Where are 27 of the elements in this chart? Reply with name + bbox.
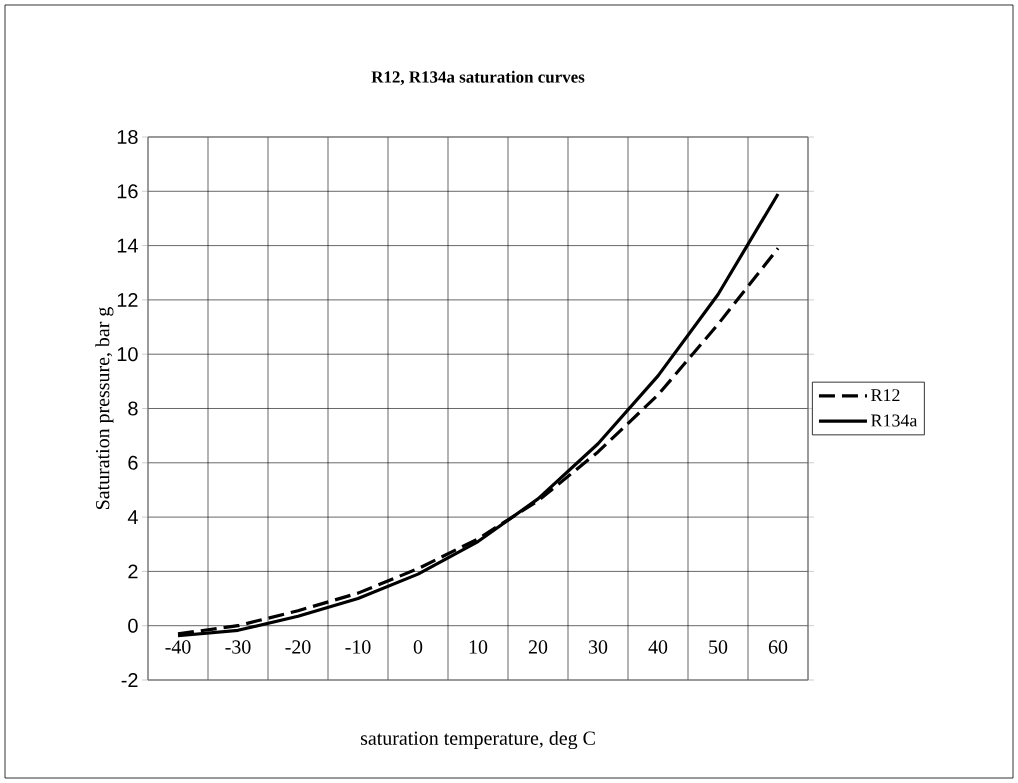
- x-tick-label: -40: [165, 640, 191, 654]
- y-tick-label: 14: [117, 238, 138, 253]
- y-tick-label: -2: [121, 673, 138, 687]
- x-tick-label: 40: [648, 640, 668, 654]
- x-tick-label: -30: [225, 640, 251, 654]
- x-tick-label: 0: [413, 640, 423, 654]
- x-tick-label: 30: [589, 640, 608, 654]
- x-tick-label: -10: [345, 640, 371, 654]
- y-axis-title: Saturation pressure, bar g: [95, 307, 114, 509]
- y-tick-label: 4: [127, 510, 138, 524]
- x-tick-label: 50: [709, 640, 728, 654]
- x-tick-label: 20: [528, 640, 548, 654]
- y-tick-label: 2: [128, 564, 138, 579]
- legend-label: R134a: [871, 414, 918, 427]
- y-tick-label: 0: [128, 618, 138, 633]
- y-tick-label: 10: [117, 347, 138, 362]
- y-tick-label: 6: [128, 455, 138, 470]
- y-tick-label: 16: [117, 184, 138, 199]
- x-tick-label: 10: [469, 640, 488, 654]
- y-tick-label: 8: [128, 401, 138, 416]
- chart-title: R12, R134a saturation curves: [371, 70, 585, 86]
- legend-label: R12: [871, 389, 900, 402]
- y-tick-label: 18: [117, 129, 138, 145]
- x-axis-title: saturation temperature, deg C: [360, 730, 595, 750]
- x-tick-label: -20: [285, 640, 311, 654]
- y-tick-label: 12: [117, 292, 138, 307]
- x-tick-label: 60: [768, 640, 788, 654]
